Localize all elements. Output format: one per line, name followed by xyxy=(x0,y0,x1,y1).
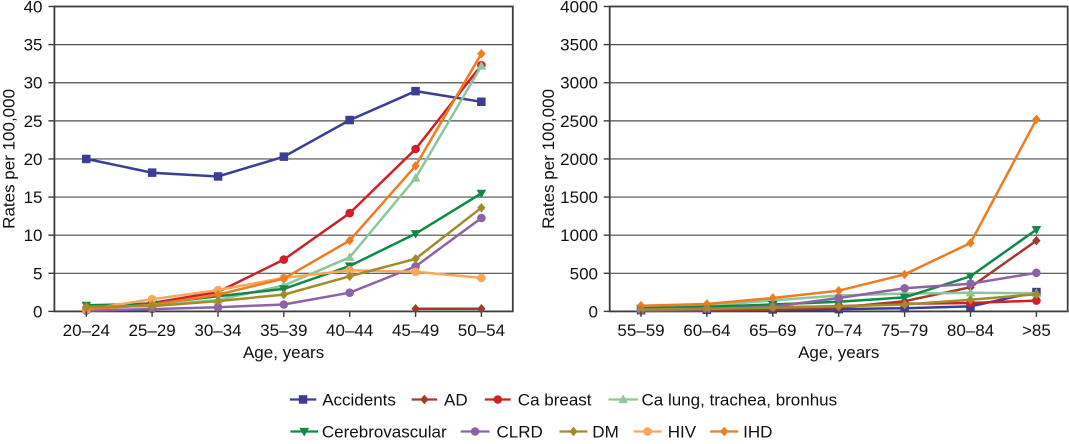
svg-text:0: 0 xyxy=(33,302,42,321)
svg-text:4000: 4000 xyxy=(560,0,598,17)
svg-text:0: 0 xyxy=(589,302,598,321)
svg-text:3000: 3000 xyxy=(560,74,598,93)
svg-text:2000: 2000 xyxy=(560,150,598,169)
svg-text:2500: 2500 xyxy=(560,112,598,131)
svg-text:25: 25 xyxy=(24,112,43,131)
svg-text:40–44: 40–44 xyxy=(326,321,373,340)
svg-text:65–69: 65–69 xyxy=(749,321,796,340)
svg-text:55–59: 55–59 xyxy=(617,321,664,340)
svg-text:75–79: 75–79 xyxy=(881,321,928,340)
svg-text:50–54: 50–54 xyxy=(458,321,505,340)
svg-text:80–84: 80–84 xyxy=(947,321,994,340)
svg-text:60–64: 60–64 xyxy=(683,321,730,340)
svg-text:35: 35 xyxy=(24,36,43,55)
svg-text:500: 500 xyxy=(570,264,598,283)
svg-text:15: 15 xyxy=(24,188,43,207)
svg-text:20: 20 xyxy=(24,150,43,169)
svg-text:Rates per 100,000: Rates per 100,000 xyxy=(539,89,558,229)
svg-text:35–39: 35–39 xyxy=(260,321,307,340)
svg-text:IHD: IHD xyxy=(743,423,772,442)
svg-text:70–74: 70–74 xyxy=(815,321,862,340)
svg-text:>85: >85 xyxy=(1022,321,1051,340)
svg-text:DM: DM xyxy=(592,423,618,442)
svg-text:Rates per 100,000: Rates per 100,000 xyxy=(0,89,19,229)
svg-text:25–29: 25–29 xyxy=(128,321,175,340)
svg-text:HIV: HIV xyxy=(668,423,697,442)
svg-text:1500: 1500 xyxy=(560,188,598,207)
svg-text:Ca breast: Ca breast xyxy=(518,391,592,410)
svg-text:Age, years: Age, years xyxy=(243,343,324,362)
svg-text:Age, years: Age, years xyxy=(798,343,879,362)
svg-text:5: 5 xyxy=(33,264,42,283)
svg-text:30: 30 xyxy=(24,74,43,93)
svg-text:40: 40 xyxy=(24,0,43,17)
svg-text:CLRD: CLRD xyxy=(497,423,543,442)
svg-text:1000: 1000 xyxy=(560,226,598,245)
svg-text:AD: AD xyxy=(444,391,468,410)
svg-text:Ca lung, trachea, bronhus: Ca lung, trachea, bronhus xyxy=(642,391,838,410)
svg-text:20–24: 20–24 xyxy=(63,321,110,340)
svg-text:45–49: 45–49 xyxy=(392,321,439,340)
svg-text:Accidents: Accidents xyxy=(322,391,396,410)
svg-text:3500: 3500 xyxy=(560,36,598,55)
svg-text:30–34: 30–34 xyxy=(194,321,241,340)
svg-text:10: 10 xyxy=(24,226,43,245)
svg-text:Cerebrovascular: Cerebrovascular xyxy=(322,423,447,442)
